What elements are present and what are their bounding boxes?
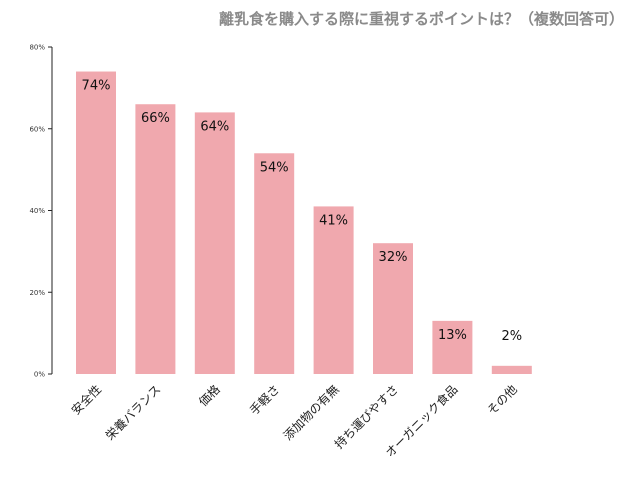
- data-label: 13%: [438, 328, 467, 343]
- category-label: 安全性: [68, 382, 104, 418]
- bar: [135, 104, 176, 374]
- data-label: 41%: [319, 213, 348, 228]
- data-label: 2%: [501, 329, 522, 344]
- data-label: 66%: [141, 111, 170, 126]
- bar: [254, 153, 295, 374]
- bar: [373, 243, 413, 374]
- chart-title: 離乳食を購入する際に重視するポイントは？（複数回答可）: [218, 10, 624, 28]
- data-label: 74%: [82, 79, 111, 94]
- category-label: その他: [485, 382, 520, 417]
- category-label: 手軽さ: [247, 382, 282, 417]
- bar: [76, 71, 116, 375]
- bar: [491, 365, 532, 374]
- data-label: 64%: [200, 119, 229, 134]
- data-label: 54%: [260, 160, 289, 175]
- bar: [194, 112, 235, 375]
- category-label: 栄養バランス: [102, 382, 163, 443]
- bar: [313, 206, 354, 374]
- y-tick-label: 0%: [34, 371, 45, 379]
- category-label: 添加物の有無: [280, 382, 342, 444]
- y-tick-label: 40%: [29, 207, 45, 215]
- bar: [432, 320, 473, 374]
- data-label: 32%: [379, 250, 408, 265]
- y-tick-label: 20%: [29, 289, 45, 297]
- category-label: 価格: [195, 382, 223, 410]
- y-tick-label: 80%: [29, 44, 45, 52]
- y-tick-label: 60%: [29, 125, 45, 133]
